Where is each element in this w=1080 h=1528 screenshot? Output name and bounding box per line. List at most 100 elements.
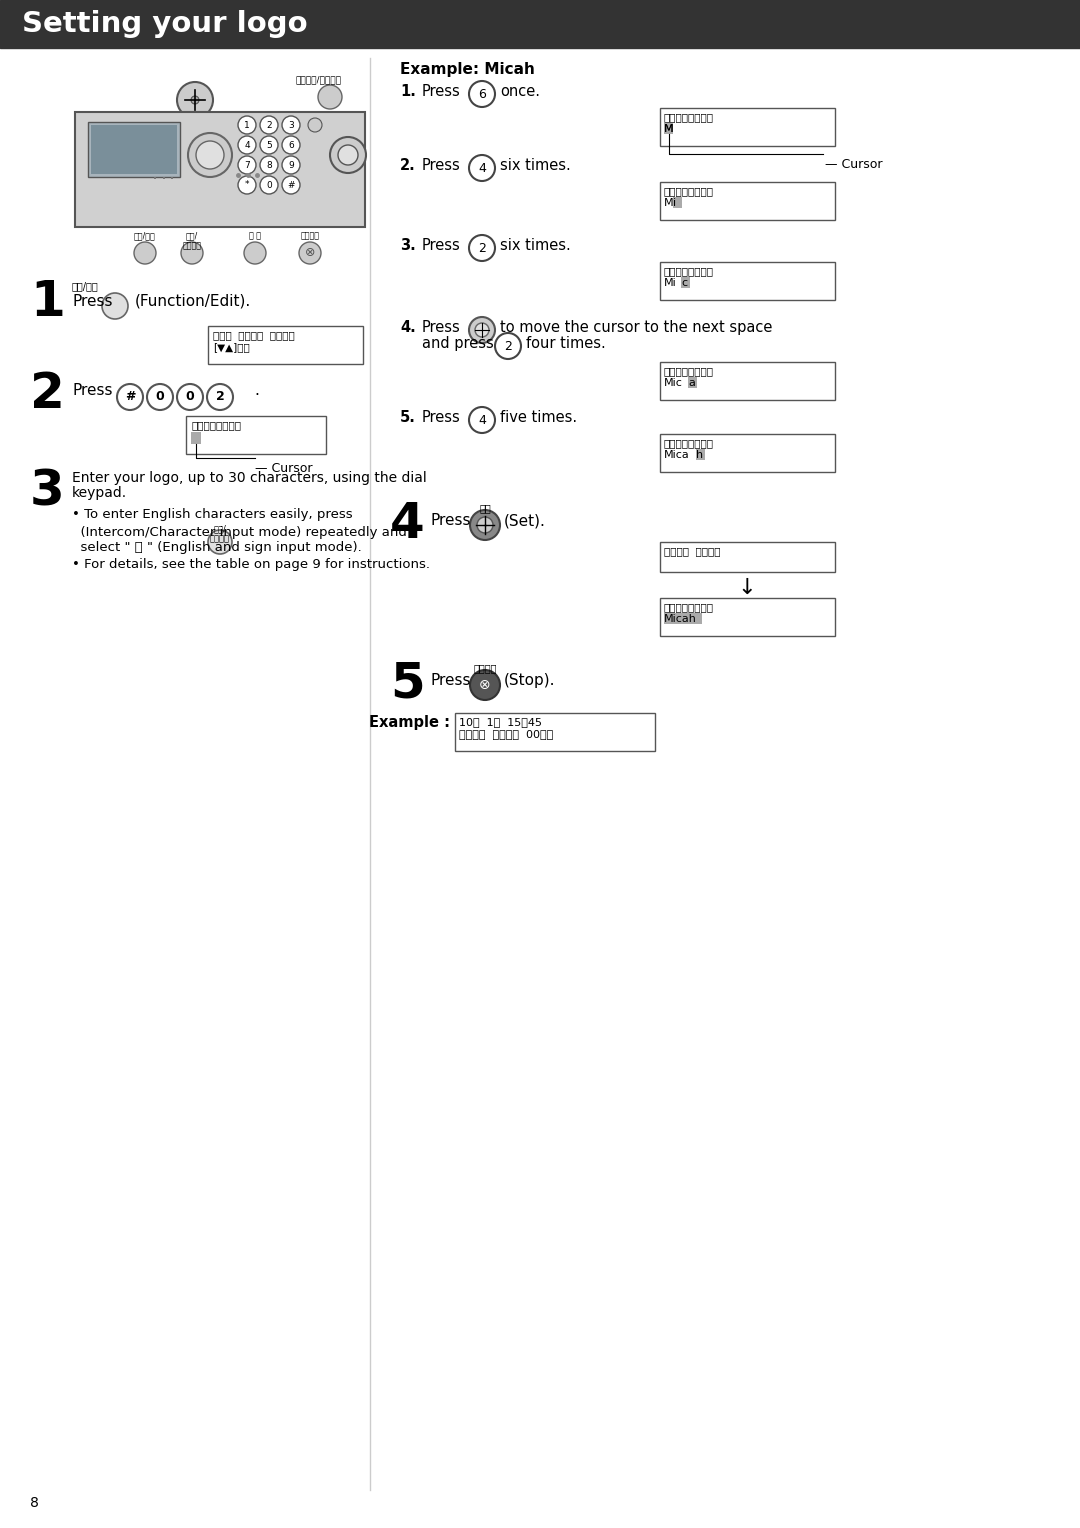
Text: 決定: 決定 xyxy=(480,503,491,513)
Text: 5: 5 xyxy=(390,660,424,707)
Text: i: i xyxy=(673,199,676,208)
Circle shape xyxy=(282,176,300,194)
Bar xyxy=(673,197,681,208)
Text: six times.: six times. xyxy=(500,238,570,254)
Text: 4: 4 xyxy=(244,141,249,150)
Circle shape xyxy=(244,241,266,264)
Circle shape xyxy=(177,384,203,410)
Text: M: M xyxy=(664,199,674,208)
Bar xyxy=(91,125,177,174)
Bar xyxy=(75,112,365,228)
Text: 0: 0 xyxy=(186,391,194,403)
Text: 0: 0 xyxy=(156,391,164,403)
Text: M: M xyxy=(664,124,674,134)
Text: ストップ: ストップ xyxy=(473,663,497,672)
Bar xyxy=(664,122,673,134)
Text: (Function/Edit).: (Function/Edit). xyxy=(135,293,252,309)
Text: アナタノナマイ？: アナタノナマイ？ xyxy=(664,602,714,613)
Circle shape xyxy=(477,516,492,533)
Text: 5: 5 xyxy=(266,141,272,150)
Bar xyxy=(208,325,363,364)
Circle shape xyxy=(208,530,232,555)
Circle shape xyxy=(260,116,278,134)
Text: and press: and press xyxy=(422,336,494,351)
Circle shape xyxy=(282,116,300,134)
Text: 5.: 5. xyxy=(400,410,416,425)
Bar xyxy=(660,261,835,299)
Text: ストップ: ストップ xyxy=(300,231,320,240)
Text: • For details, see the table on page 9 for instructions.: • For details, see the table on page 9 f… xyxy=(72,558,430,571)
Text: ↓: ↓ xyxy=(738,578,756,597)
Text: 2.: 2. xyxy=(400,157,416,173)
Text: アナタノナマイ？: アナタノナマイ？ xyxy=(664,186,714,196)
Circle shape xyxy=(260,176,278,194)
Text: 2: 2 xyxy=(216,391,225,403)
Text: 1: 1 xyxy=(244,121,249,130)
Circle shape xyxy=(470,510,500,539)
Text: *: * xyxy=(245,180,249,189)
Text: キャッチ/クリアー: キャッチ/クリアー xyxy=(295,75,341,84)
Circle shape xyxy=(181,241,203,264)
Text: four times.: four times. xyxy=(526,336,606,351)
Circle shape xyxy=(469,81,495,107)
Text: アナタノナマイ？: アナタノナマイ？ xyxy=(664,266,714,277)
Text: 保 留: 保 留 xyxy=(249,231,261,240)
Text: 8: 8 xyxy=(30,1496,39,1510)
Text: — Cursor: — Cursor xyxy=(255,461,312,475)
Bar xyxy=(696,449,705,460)
Text: Press: Press xyxy=(422,84,461,99)
Text: [▼▲]オス: [▼▲]オス xyxy=(213,342,249,351)
Text: 3.: 3. xyxy=(400,238,416,254)
Text: アナタノナマイ？: アナタノナマイ？ xyxy=(664,367,714,376)
Circle shape xyxy=(195,141,224,170)
Text: 6: 6 xyxy=(288,141,294,150)
Text: 機能/修正: 機能/修正 xyxy=(72,281,98,290)
Text: h: h xyxy=(696,451,703,460)
Text: — Cursor: — Cursor xyxy=(825,157,882,171)
Text: Press: Press xyxy=(72,384,112,397)
Text: Press: Press xyxy=(430,672,471,688)
Text: c: c xyxy=(681,278,687,287)
Circle shape xyxy=(469,235,495,261)
Circle shape xyxy=(238,116,256,134)
Circle shape xyxy=(188,133,232,177)
Circle shape xyxy=(117,384,143,410)
Circle shape xyxy=(299,241,321,264)
Circle shape xyxy=(469,316,495,342)
Text: ヨウケン  ロクオン  00ケン: ヨウケン ロクオン 00ケン xyxy=(459,729,553,740)
Text: a: a xyxy=(688,377,694,388)
Bar xyxy=(660,362,835,400)
Text: アナタノナマイ？: アナタノナマイ？ xyxy=(664,112,714,122)
Circle shape xyxy=(134,241,156,264)
Circle shape xyxy=(238,176,256,194)
Circle shape xyxy=(191,96,199,104)
Bar xyxy=(681,277,690,287)
Circle shape xyxy=(282,156,300,174)
Text: 10月  1日  15：45: 10月 1日 15：45 xyxy=(459,717,542,727)
Text: Micah: Micah xyxy=(664,614,697,623)
Text: Enter your logo, up to 30 characters, using the dial: Enter your logo, up to 30 characters, us… xyxy=(72,471,427,484)
Text: Press: Press xyxy=(72,293,112,309)
Text: 4: 4 xyxy=(478,162,486,174)
Text: アナタノナマイ？: アナタノナマイ？ xyxy=(664,439,714,448)
Text: keypad.: keypad. xyxy=(72,486,127,500)
Bar xyxy=(660,434,835,472)
Circle shape xyxy=(469,154,495,180)
Bar xyxy=(664,613,702,623)
Text: 2: 2 xyxy=(478,241,486,255)
Text: Example: Micah: Example: Micah xyxy=(400,63,535,76)
Circle shape xyxy=(338,145,357,165)
Bar xyxy=(87,122,180,177)
Text: Press: Press xyxy=(422,319,461,335)
Text: once.: once. xyxy=(500,84,540,99)
Text: #: # xyxy=(125,391,135,403)
Text: 0: 0 xyxy=(266,180,272,189)
Circle shape xyxy=(318,86,342,108)
Circle shape xyxy=(102,293,129,319)
Text: 1: 1 xyxy=(30,278,65,325)
Bar xyxy=(688,377,697,388)
Circle shape xyxy=(207,384,233,410)
Circle shape xyxy=(469,406,495,432)
Circle shape xyxy=(260,136,278,154)
Text: 内線/
文字切替: 内線/ 文字切替 xyxy=(210,524,230,544)
